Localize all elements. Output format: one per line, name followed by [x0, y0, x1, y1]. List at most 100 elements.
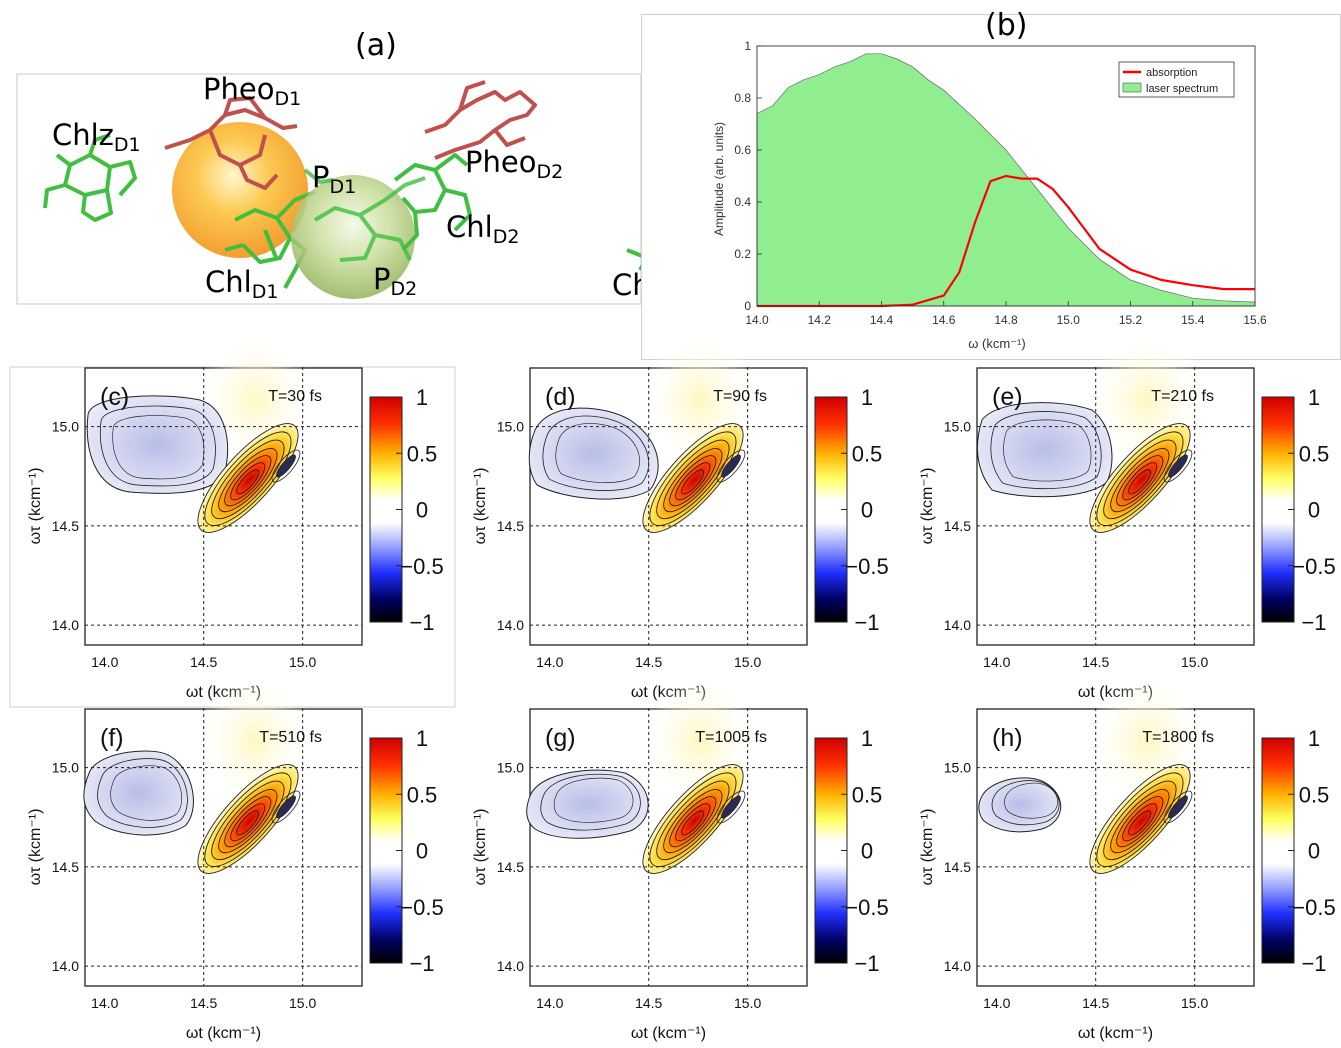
orange-sphere	[172, 122, 308, 258]
x-tick-label: 15.0	[1181, 995, 1208, 1011]
series-absorption-line	[757, 174, 1255, 308]
negative-region	[83, 751, 194, 836]
y-tick-label: 14.0	[944, 958, 971, 974]
negative-streak	[1163, 790, 1193, 824]
x-tick-label: 15.4	[1181, 313, 1205, 327]
positive-peak	[1089, 423, 1191, 533]
x-axis-label: ωt (kcm⁻¹)	[631, 1025, 706, 1042]
chlz-d1-molecule	[43, 133, 137, 222]
time-delay-label: T=1005 fs	[695, 729, 767, 746]
spectrum-panel-f: 14.0 14.5 15.0 14.0 14.5 15.0 (f) T=510 fs ωt (k…	[27, 671, 444, 1042]
chl-d2-molecule	[393, 153, 472, 252]
time-delay-label: T=30 fs	[268, 388, 322, 405]
y-tick-label: 14.5	[944, 859, 971, 875]
x-tick-label: 14.5	[1082, 995, 1109, 1011]
x-tick-label: 14.0	[91, 995, 118, 1011]
x-tick-label: 14.5	[190, 654, 217, 670]
x-tick-label: 15.0	[734, 654, 761, 670]
colorbar-tick-label: −1	[854, 610, 879, 635]
negative-region	[526, 770, 649, 839]
colorbar-tick-label: 1	[416, 726, 428, 751]
y-tick-label: 14.0	[52, 617, 79, 633]
positive-peak	[1089, 764, 1191, 874]
chart-legend: absorption laser spectrum	[1118, 61, 1235, 98]
x-tick-label: 14.6	[932, 313, 956, 327]
y-axis-label: ωτ (kcm⁻¹)	[472, 809, 489, 886]
panel-label: (f)	[100, 724, 124, 752]
panel-a-molecular-structure	[16, 73, 691, 305]
panel-label: (c)	[100, 383, 129, 411]
colorbar-tick-label: −1	[409, 610, 434, 635]
colorbar-tick-label: −1	[1301, 610, 1326, 635]
x-tick-label: 14.4	[870, 313, 894, 327]
x-tick-label: 14.0	[536, 995, 563, 1011]
absorption-laser-chart: 14.0 14.2 14.4 14.6 14.8 15.0 15.2 15.4 15.6 0 0.2…	[712, 39, 1267, 351]
x-tick-label: 14.0	[983, 995, 1010, 1011]
y-tick-label: 0.8	[734, 91, 751, 105]
contour-line	[83, 750, 194, 836]
y-tick-label: 15.0	[52, 760, 79, 776]
y-tick-label: 15.0	[497, 419, 524, 435]
y-axis-label: ωτ (kcm⁻¹)	[27, 809, 44, 886]
colorbar-tick-label: −0.5	[400, 895, 443, 920]
colorbar-tick-label: −0.5	[845, 554, 888, 579]
x-axis-label: ω (kcm⁻¹)	[968, 336, 1025, 351]
series-laser-spectrum-area	[756, 53, 1256, 307]
negative-streak	[271, 790, 301, 824]
y-axis-label: ωτ (kcm⁻¹)	[27, 468, 44, 545]
p-d1-d2-molecules	[303, 168, 426, 262]
colorbar-tick-label: 0	[1308, 498, 1320, 523]
x-tick-label: 14.8	[994, 313, 1018, 327]
colorbar-tick-label: −1	[409, 951, 434, 976]
colorbar-tick-label: −0.5	[400, 554, 443, 579]
panel-label: (g)	[545, 724, 576, 752]
y-tick-label: 0.2	[734, 247, 751, 261]
legend-laser-spectrum: laser spectrum	[1146, 83, 1218, 95]
colorbar-tick-label: 1	[1308, 385, 1320, 410]
y-tick-label: 0.6	[734, 143, 751, 157]
x-tick-label: 15.0	[734, 995, 761, 1011]
x-tick-label: 15.0	[289, 995, 316, 1011]
time-delay-label: T=1800 fs	[1142, 729, 1214, 746]
time-delay-label: T=90 fs	[713, 388, 767, 405]
y-tick-label: 15.0	[944, 419, 971, 435]
y-tick-label: 14.5	[52, 518, 79, 534]
y-tick-label: 15.0	[944, 760, 971, 776]
y-axis-label: ωτ (kcm⁻¹)	[919, 809, 936, 886]
positive-peak	[642, 423, 744, 533]
y-tick-label: 14.0	[497, 958, 524, 974]
colorbar-tick-label: −0.5	[1292, 895, 1335, 920]
positive-peak	[197, 764, 299, 874]
panel-label: (d)	[545, 383, 576, 411]
y-tick-label: 14.5	[52, 859, 79, 875]
green-sphere	[291, 175, 415, 299]
colorbar-tick-label: 0	[416, 839, 428, 864]
y-tick-label: 14.0	[52, 958, 79, 974]
label-pheo-d1: PheoD1	[203, 72, 302, 110]
colorbar-tick-label: −0.5	[845, 895, 888, 920]
y-tick-label: 14.0	[497, 617, 524, 633]
panel-b-label: (b)	[985, 8, 1028, 43]
negative-streak	[716, 449, 746, 483]
contour-line	[528, 407, 659, 500]
y-axis-label: ωτ (kcm⁻¹)	[919, 468, 936, 545]
negative-streak	[1163, 449, 1193, 483]
x-tick-label: 15.0	[1181, 654, 1208, 670]
label-chl-d1: ChlD1	[205, 265, 279, 303]
y-tick-label: 1	[744, 39, 751, 53]
spectrum-panel-g: 14.0 14.5 15.0 14.0 14.5 15.0 (g) T=1005 fs ωt (…	[472, 671, 889, 1042]
label-p-d2: PD2	[373, 262, 418, 300]
x-tick-label: 14.5	[1082, 654, 1109, 670]
x-tick-label: 14.5	[635, 995, 662, 1011]
x-tick-label: 15.0	[1057, 313, 1081, 327]
colorbar-tick-label: 0	[861, 839, 873, 864]
colorbar-tick-label: 1	[861, 385, 873, 410]
positive-peak	[642, 764, 744, 874]
positive-peak	[197, 423, 299, 533]
colorbar-tick-label: 0.5	[1299, 782, 1330, 807]
y-tick-label: 0.4	[734, 195, 751, 209]
label-chlz-d1: ChlzD1	[52, 118, 141, 156]
x-tick-label: 15.2	[1119, 313, 1143, 327]
